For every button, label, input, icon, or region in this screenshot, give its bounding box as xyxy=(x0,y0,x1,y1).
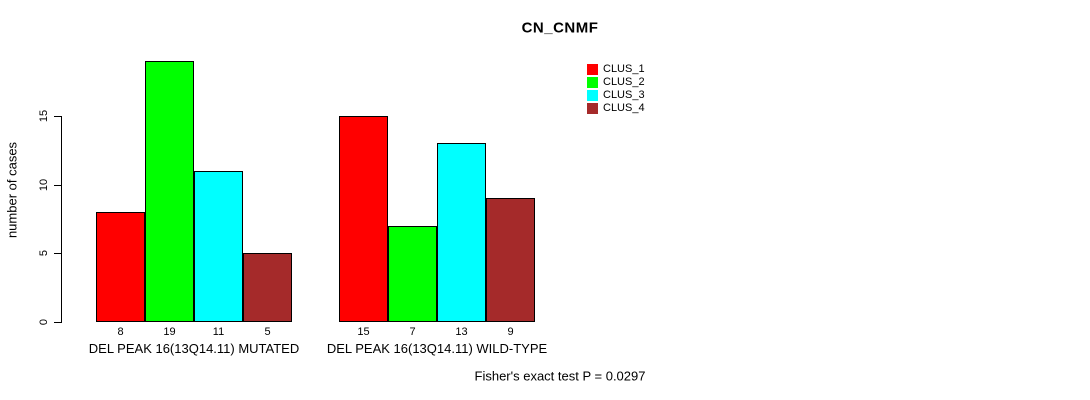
y-tick-mark xyxy=(54,322,61,323)
x-axis-category-label: DEL PEAK 16(13Q14.11) MUTATED xyxy=(88,341,300,356)
bar-clus_4-group2 xyxy=(486,198,535,322)
y-tick-label: 10 xyxy=(38,178,50,191)
chart-title: CN_CNMF xyxy=(521,19,599,37)
x-axis-category-label: DEL PEAK 16(13Q14.11) WILD-TYPE xyxy=(326,341,548,356)
bar-clus_2-group2 xyxy=(388,225,437,322)
fisher-test-annotation: Fisher's exact test P = 0.0297 xyxy=(474,368,646,384)
legend-label: CLUS_4 xyxy=(603,102,645,114)
bar-clus_2-group1 xyxy=(145,61,194,322)
y-axis-label: number of cases xyxy=(4,141,20,239)
legend-swatch-icon xyxy=(587,103,598,114)
bar-value-label: 9 xyxy=(507,326,514,338)
legend-swatch-icon xyxy=(587,90,598,101)
bar-clus_3-group2 xyxy=(437,143,486,322)
bar-clus_4-group1 xyxy=(243,253,292,322)
legend-item-clus_1: CLUS_1 xyxy=(587,63,645,76)
y-tick-label: 0 xyxy=(38,318,50,326)
legend-label: CLUS_2 xyxy=(603,76,645,88)
legend-label: CLUS_3 xyxy=(603,89,645,101)
bar-value-label: 5 xyxy=(264,326,271,338)
bar-value-label: 11 xyxy=(212,326,225,338)
legend-item-clus_4: CLUS_4 xyxy=(587,102,645,115)
legend-item-clus_2: CLUS_2 xyxy=(587,76,645,89)
y-tick-mark xyxy=(54,184,61,186)
legend-swatch-icon xyxy=(587,77,598,88)
bar-value-label: 7 xyxy=(409,326,416,338)
y-axis-line xyxy=(61,116,62,323)
bar-clus_1-group1 xyxy=(96,212,145,322)
y-tick-mark xyxy=(54,116,61,117)
bar-clus_3-group1 xyxy=(194,170,243,322)
bar-value-label: 13 xyxy=(455,326,468,338)
bar-value-label: 8 xyxy=(117,326,124,338)
legend-swatch-icon xyxy=(587,64,598,75)
y-tick-mark xyxy=(54,253,61,255)
bar-value-label: 19 xyxy=(163,326,176,338)
y-tick-label: 15 xyxy=(38,109,50,123)
bar-clus_1-group2 xyxy=(339,116,388,322)
legend-item-clus_3: CLUS_3 xyxy=(587,89,645,102)
bar-value-label: 15 xyxy=(357,326,370,338)
legend-label: CLUS_1 xyxy=(603,63,645,75)
y-tick-label: 5 xyxy=(38,250,50,257)
